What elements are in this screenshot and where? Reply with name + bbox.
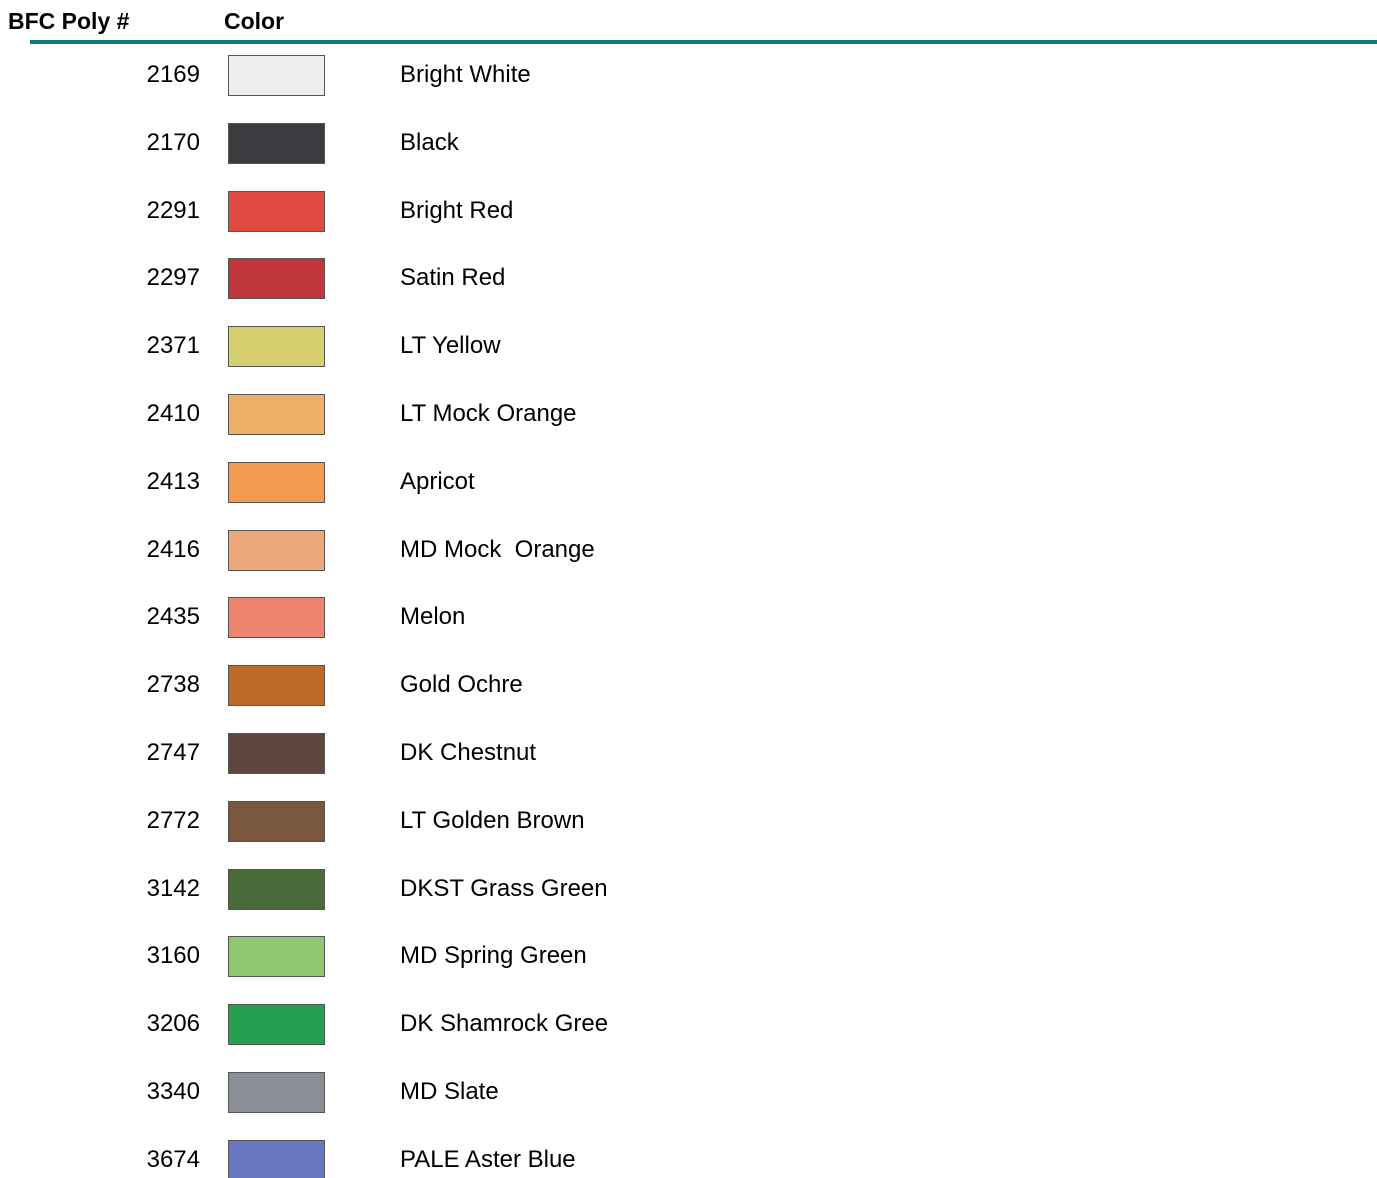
color-swatch [228, 394, 325, 435]
color-swatch [228, 597, 325, 639]
color-swatch [228, 936, 325, 978]
thread-number: 2772 [146, 806, 200, 834]
thread-number: 3340 [146, 1078, 200, 1105]
thread-number: 2410 [146, 400, 200, 427]
thread-number: 2169 [146, 61, 200, 88]
color-name: Apricot [400, 467, 475, 495]
color-name: LT Mock Orange [400, 400, 577, 427]
thread-number: 2738 [146, 671, 200, 699]
color-name: Melon [400, 603, 466, 631]
header-color: Color [224, 8, 285, 34]
color-swatch [228, 326, 325, 368]
thread-number: 2435 [146, 603, 200, 631]
color-swatch [228, 1072, 325, 1113]
color-swatch [228, 665, 325, 707]
header-rule [30, 40, 1377, 44]
color-name: Gold Ochre [400, 671, 523, 699]
color-name: DKST Grass Green [400, 874, 608, 902]
color-name: LT Yellow [400, 332, 501, 360]
color-swatch [228, 258, 325, 300]
color-swatch [228, 190, 325, 232]
color-swatch [228, 800, 325, 842]
color-name: PALE Aster Blue [400, 1145, 576, 1173]
color-name: MD Spring Green [400, 942, 587, 970]
color-name: DK Chestnut [400, 739, 537, 766]
thread-number: 3674 [146, 1145, 200, 1173]
color-name: DK Shamrock Gree [400, 1010, 609, 1038]
color-name: Satin Red [400, 264, 506, 292]
thread-number: 3160 [146, 942, 200, 970]
color-name: Bright White [400, 61, 531, 88]
color-name: MD Slate [400, 1078, 499, 1105]
color-name: Bright Red [400, 196, 514, 224]
thread-number: 2747 [146, 739, 200, 766]
header-number: BFC Poly # [8, 8, 130, 34]
thread-number: 3206 [146, 1010, 200, 1038]
color-swatch [228, 1004, 325, 1046]
color-name: Black [400, 128, 459, 156]
thread-number: 2291 [146, 196, 200, 224]
color-swatch [228, 733, 325, 774]
thread-number: 2170 [146, 128, 200, 156]
color-swatch [228, 868, 325, 910]
color-swatch [228, 122, 325, 164]
color-swatch [228, 529, 325, 571]
color-swatch [228, 461, 325, 503]
color-name: LT Golden Brown [400, 806, 585, 834]
color-swatch [228, 1139, 325, 1178]
thread-number: 3142 [146, 874, 200, 902]
thread-number: 2416 [146, 535, 200, 563]
color-swatch [228, 55, 325, 96]
thread-number: 2371 [146, 332, 200, 360]
thread-number: 2413 [146, 467, 200, 495]
thread-number: 2297 [146, 264, 200, 292]
color-name: MD Mock Orange [400, 535, 595, 563]
